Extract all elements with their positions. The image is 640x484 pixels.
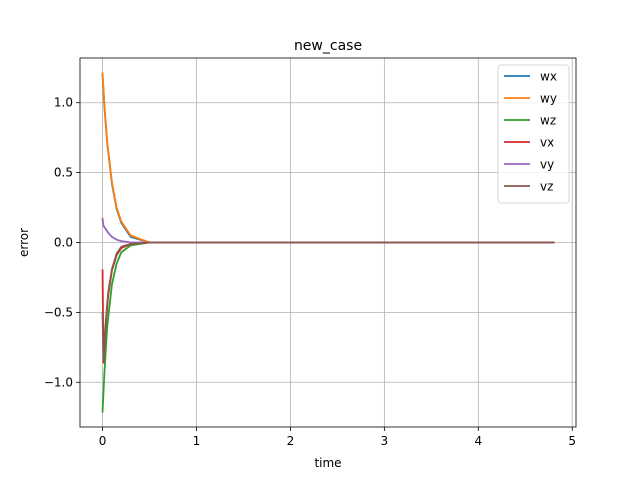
series-lines — [101, 72, 555, 413]
legend-label-vz: vz — [540, 180, 553, 194]
x-tick-label: 2 — [287, 434, 295, 448]
x-axis-label: time — [314, 456, 341, 470]
x-tick-label: 4 — [474, 434, 482, 448]
legend-label-vx: vx — [540, 136, 554, 150]
y-axis-ticks: −1.0 −0.5 0.0 0.5 1.0 — [44, 96, 80, 389]
chart-title: new_case — [294, 38, 362, 54]
x-tick-label: 3 — [381, 434, 389, 448]
legend-label-wx: wx — [540, 70, 557, 84]
legend-label-vy: vy — [540, 158, 554, 172]
y-tick-label: 1.0 — [54, 96, 73, 110]
x-tick-label: 1 — [193, 434, 201, 448]
y-tick-label: −0.5 — [44, 305, 73, 319]
y-axis-label: error — [17, 228, 31, 257]
legend-label-wz: wz — [540, 114, 556, 128]
legend-box — [497, 64, 570, 204]
x-tick-label: 0 — [99, 434, 107, 448]
y-tick-label: 0.5 — [54, 166, 73, 180]
x-tick-label: 5 — [568, 434, 576, 448]
x-axis-ticks: 0 1 2 3 4 5 — [99, 427, 576, 448]
series-line-vz — [101, 241, 555, 361]
y-tick-label: 0.0 — [54, 236, 73, 250]
legend: wx wy wz vx vy vz — [497, 64, 570, 204]
legend-label-wy: wy — [540, 92, 557, 106]
y-tick-label: −1.0 — [44, 375, 73, 389]
